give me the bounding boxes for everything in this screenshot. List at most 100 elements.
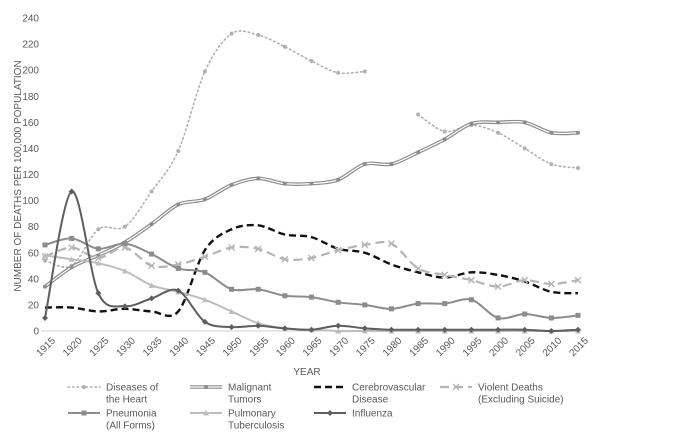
data-point-malignant-tumors: [336, 177, 341, 182]
data-point-malignant-tumors: [202, 197, 207, 202]
series-line-malignant-tumors-inner: [44, 120, 579, 288]
data-point-pneumonia-all-forms: [42, 242, 48, 248]
data-point-violent-deaths-excluding-suicide: [414, 264, 422, 272]
data-point-violent-deaths-excluding-suicide: [547, 280, 555, 288]
data-point-influenza: [388, 326, 395, 333]
x-tick-label: 1990: [434, 335, 458, 359]
data-point-pneumonia-all-forms: [575, 312, 581, 318]
data-point-diseases-of-the-heart: [549, 162, 554, 167]
x-tick-label: 2010: [541, 335, 565, 359]
data-point-diseases-of-the-heart: [496, 130, 501, 135]
data-point-pneumonia-all-forms: [548, 315, 554, 321]
x-tick-label: 1980: [381, 335, 405, 359]
series-malignant-tumors: [43, 119, 580, 289]
legend-marker-malignant-tumors: [204, 385, 208, 389]
data-point-influenza: [361, 325, 368, 332]
data-point-malignant-tumors: [229, 182, 234, 187]
x-tick-label: 2015: [567, 335, 591, 359]
legend-label: (All Forms): [106, 421, 155, 432]
data-point-violent-deaths-excluding-suicide: [387, 240, 395, 248]
data-point-influenza: [281, 325, 288, 332]
data-point-violent-deaths-excluding-suicide: [254, 245, 262, 253]
series-line-cerebrovascular-disease: [44, 223, 579, 318]
legend-item-influenza: Influenza: [314, 409, 393, 420]
y-tick-label: 240: [22, 14, 39, 25]
legend-label: the Heart: [106, 395, 147, 406]
x-tick-label: 1985: [408, 335, 432, 359]
data-point-pneumonia-all-forms: [95, 246, 101, 252]
data-point-influenza: [255, 322, 262, 329]
legend-label: Pneumonia: [106, 409, 157, 420]
data-point-pneumonia-all-forms: [229, 286, 235, 292]
y-tick-label: 100: [22, 196, 39, 207]
data-point-violent-deaths-excluding-suicide: [574, 276, 582, 284]
data-point-influenza: [548, 328, 555, 334]
x-tick-label: 1995: [461, 335, 485, 359]
y-tick-label: 200: [22, 66, 39, 77]
legend-label: Tuberculosis: [228, 421, 284, 432]
legend-label: Influenza: [352, 409, 393, 420]
data-point-diseases-of-the-heart: [256, 32, 261, 37]
data-point-diseases-of-the-heart: [122, 224, 127, 229]
x-tick-label: 1930: [114, 335, 138, 359]
y-tick-label: 60: [28, 248, 40, 259]
y-tick-label: 40: [28, 274, 40, 285]
data-point-violent-deaths-excluding-suicide: [361, 241, 369, 249]
data-point-pneumonia-all-forms: [255, 286, 261, 292]
data-point-pneumonia-all-forms: [522, 311, 528, 317]
legend-marker-pulmonary-tuberculosis: [203, 410, 209, 416]
data-point-diseases-of-the-heart: [309, 59, 314, 64]
data-point-influenza: [95, 290, 102, 297]
data-point-pneumonia-all-forms: [122, 241, 128, 247]
data-point-pulmonary-tuberculosis: [68, 256, 75, 262]
x-axis-ticks: 1915 1920 1925 1930 1935 1940 1945 1950 1955 1960…: [34, 335, 591, 359]
data-point-influenza: [42, 314, 48, 321]
data-point-diseases-of-the-heart: [149, 189, 154, 194]
data-point-malignant-tumors: [69, 265, 74, 270]
y-tick-label: 20: [28, 300, 40, 311]
data-point-malignant-tumors: [442, 137, 447, 142]
x-tick-label: 1920: [61, 335, 85, 359]
series-line-malignant-tumors-outer: [43, 119, 579, 289]
series-cerebrovascular-disease: [44, 223, 579, 318]
series-pulmonary-tuberculosis: [42, 252, 581, 334]
data-point-pneumonia-all-forms: [415, 301, 421, 307]
x-tick-label: 1950: [221, 335, 245, 359]
x-axis-title: YEAR: [293, 367, 320, 378]
data-point-malignant-tumors: [362, 162, 367, 167]
legend-label: Disease: [352, 395, 389, 406]
data-point-violent-deaths-excluding-suicide: [201, 253, 209, 261]
data-point-diseases-of-the-heart: [202, 69, 207, 74]
data-point-pneumonia-all-forms: [495, 315, 501, 321]
x-tick-label: 1970: [328, 335, 352, 359]
data-point-pulmonary-tuberculosis: [95, 260, 102, 266]
legend-label: Tumors: [228, 395, 262, 406]
data-point-diseases-of-the-heart: [96, 227, 101, 232]
y-tick-label: 120: [22, 170, 39, 181]
data-point-malignant-tumors: [522, 120, 527, 125]
data-point-malignant-tumors: [549, 130, 554, 135]
data-point-influenza: [521, 326, 528, 333]
data-point-violent-deaths-excluding-suicide: [94, 254, 102, 262]
data-point-pneumonia-all-forms: [69, 235, 75, 241]
legend-label: Malignant: [228, 383, 272, 394]
y-tick-label: 180: [22, 92, 39, 103]
legend-item-pneumonia-all-forms: Pneumonia(All Forms): [68, 409, 157, 432]
data-point-influenza: [575, 326, 581, 333]
data-point-violent-deaths-excluding-suicide: [494, 283, 502, 291]
data-point-malignant-tumors: [282, 181, 287, 186]
data-point-malignant-tumors: [576, 130, 580, 135]
data-point-influenza: [148, 295, 155, 302]
data-point-pneumonia-all-forms: [202, 269, 208, 275]
x-tick-label: 1940: [168, 335, 192, 359]
legend-marker-diseases-of-the-heart: [82, 385, 86, 389]
data-point-influenza: [468, 326, 475, 333]
data-point-pneumonia-all-forms: [335, 299, 341, 305]
legend-marker-violent-deaths-excluding-suicide: [452, 383, 460, 391]
data-point-influenza: [415, 326, 422, 333]
data-point-pneumonia-all-forms: [309, 294, 314, 300]
series-diseases-of-the-heart: [43, 30, 580, 269]
data-point-influenza: [335, 322, 342, 329]
data-point-diseases-of-the-heart: [442, 129, 447, 134]
